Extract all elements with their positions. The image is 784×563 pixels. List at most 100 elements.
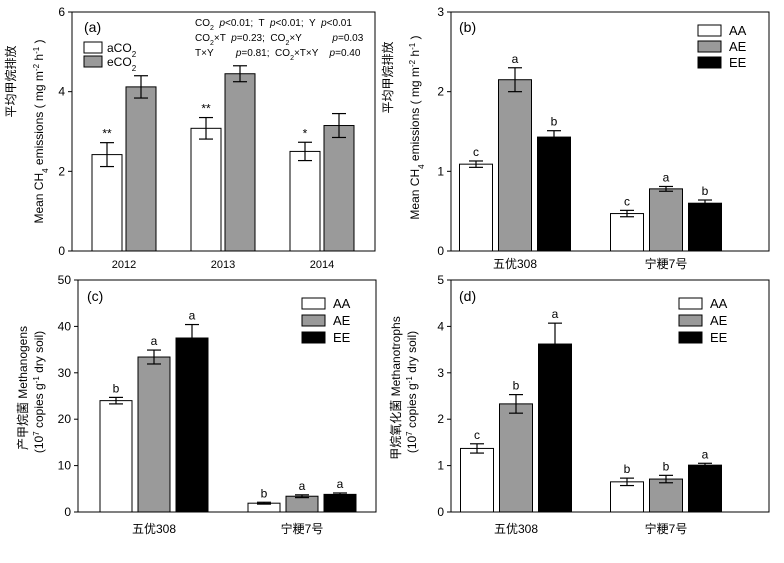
legend-swatch bbox=[678, 314, 703, 327]
bar bbox=[610, 481, 644, 513]
significance-label: b bbox=[113, 381, 120, 395]
panel-label: (d) bbox=[459, 288, 476, 304]
significance-label: a bbox=[189, 309, 196, 323]
legend-label: EE bbox=[729, 55, 747, 70]
y-axis-title-en: (107 copies g-1 dry soil) bbox=[32, 331, 47, 453]
significance-label: * bbox=[303, 126, 308, 140]
y-tick-label: 0 bbox=[437, 244, 444, 258]
bar bbox=[460, 447, 494, 513]
significance-label: a bbox=[702, 447, 709, 461]
y-tick-label: 4 bbox=[437, 319, 444, 333]
y-tick-label: 5 bbox=[437, 273, 444, 287]
plot-frame bbox=[71, 11, 376, 252]
significance-label: a bbox=[337, 477, 344, 491]
bar bbox=[537, 136, 571, 252]
significance-label: a bbox=[151, 334, 158, 348]
plot-frame bbox=[77, 279, 377, 513]
bar bbox=[99, 400, 133, 513]
y-tick-label: 6 bbox=[58, 5, 65, 19]
y-tick-label: 1 bbox=[437, 164, 444, 178]
significance-label: b bbox=[624, 462, 631, 476]
significance-label: a bbox=[512, 52, 519, 66]
panel-label: (b) bbox=[459, 19, 476, 35]
bar bbox=[499, 403, 533, 513]
x-tick-label: 2012 bbox=[112, 259, 136, 271]
legend-label: AA bbox=[729, 23, 747, 38]
x-tick-label: 2014 bbox=[310, 259, 334, 271]
significance-label: b bbox=[551, 115, 558, 129]
y-tick-label: 30 bbox=[58, 366, 72, 380]
bar bbox=[323, 125, 355, 252]
legend-swatch bbox=[301, 331, 326, 344]
legend-swatch bbox=[301, 297, 326, 310]
significance-label: c bbox=[473, 145, 479, 159]
bar bbox=[688, 202, 722, 252]
bar bbox=[538, 343, 572, 513]
y-tick-label: 2 bbox=[58, 164, 65, 178]
bar bbox=[649, 188, 683, 252]
significance-label: c bbox=[474, 428, 480, 442]
bar bbox=[175, 337, 209, 513]
y-tick-label: 3 bbox=[437, 5, 444, 19]
y-tick-label: 50 bbox=[58, 273, 72, 287]
legend-swatch bbox=[678, 331, 703, 344]
bar bbox=[649, 478, 683, 513]
chart-panel-4: 0 1 2 3 4 5 c b a 五优308 b b a 宁粳7号 (d) AA AE EE 甲烷氧化菌 Meth… bbox=[389, 273, 770, 536]
significance-label: b bbox=[261, 486, 268, 500]
y-tick-label: 10 bbox=[58, 459, 72, 473]
bar bbox=[498, 79, 532, 252]
significance-label: b bbox=[513, 379, 520, 393]
significance-label: ** bbox=[201, 102, 211, 116]
y-axis-title-cn: 平均甲烷排放 bbox=[380, 41, 395, 113]
legend-swatch bbox=[678, 297, 703, 310]
y-tick-label: 0 bbox=[64, 505, 71, 519]
y-axis-title-cn: 甲烷氧化菌 Methanotrophs bbox=[389, 316, 403, 459]
legend-label: AE bbox=[710, 313, 728, 328]
legend-swatch bbox=[83, 41, 103, 54]
y-tick-label: 1 bbox=[437, 459, 444, 473]
legend-label: AA bbox=[333, 296, 351, 311]
y-axis-title-en: (107 copies g-1 dry soil) bbox=[405, 331, 420, 453]
x-tick-label: 五优308 bbox=[493, 257, 537, 271]
legend-label: AE bbox=[333, 313, 351, 328]
bar bbox=[610, 213, 644, 252]
y-tick-label: 3 bbox=[437, 366, 444, 380]
significance-label: a bbox=[663, 170, 670, 184]
bar bbox=[137, 356, 171, 513]
x-tick-label: 五优308 bbox=[494, 522, 538, 536]
y-axis-title-cn: 平均甲烷排放 bbox=[3, 45, 18, 117]
x-tick-label: 宁粳7号 bbox=[281, 521, 324, 536]
y-tick-label: 4 bbox=[58, 85, 65, 99]
legend-swatch bbox=[697, 24, 722, 37]
bar bbox=[323, 493, 357, 513]
bar bbox=[125, 86, 157, 252]
y-tick-label: 2 bbox=[437, 85, 444, 99]
legend-label: AA bbox=[710, 296, 728, 311]
bar bbox=[190, 127, 222, 252]
significance-label: a bbox=[552, 307, 559, 321]
x-tick-label: 宁粳7号 bbox=[645, 521, 688, 536]
x-tick-label: 五优308 bbox=[132, 522, 176, 536]
significance-label: b bbox=[663, 459, 670, 473]
legend-label: EE bbox=[710, 330, 728, 345]
x-tick-label: 宁粳7号 bbox=[645, 256, 688, 271]
legend-label: EE bbox=[333, 330, 351, 345]
y-tick-label: 2 bbox=[437, 412, 444, 426]
legend-label: AE bbox=[729, 39, 747, 54]
significance-label: b bbox=[702, 184, 709, 198]
legend-swatch bbox=[301, 314, 326, 327]
chart-panel-3: 0 10 20 30 40 50 b a a 五优308 b a a 宁粳7号 (c) AA AE EE 产甲烷菌 … bbox=[16, 273, 377, 536]
legend-swatch bbox=[697, 40, 722, 53]
significance-label: ** bbox=[102, 127, 112, 141]
bar bbox=[459, 163, 493, 252]
bar bbox=[688, 464, 722, 513]
bar bbox=[289, 150, 321, 252]
y-axis-title-en: Mean CH4 emissions ( mg m-2 h-1 ) bbox=[32, 39, 50, 223]
legend-label: aCO2 bbox=[107, 41, 137, 59]
stats-line: CO2 p<0.01; T p<0.01; Y p<0.01 bbox=[195, 18, 352, 32]
legend-swatch bbox=[83, 55, 103, 68]
legend-label: eCO2 bbox=[107, 55, 137, 73]
legend-swatch bbox=[697, 56, 722, 69]
